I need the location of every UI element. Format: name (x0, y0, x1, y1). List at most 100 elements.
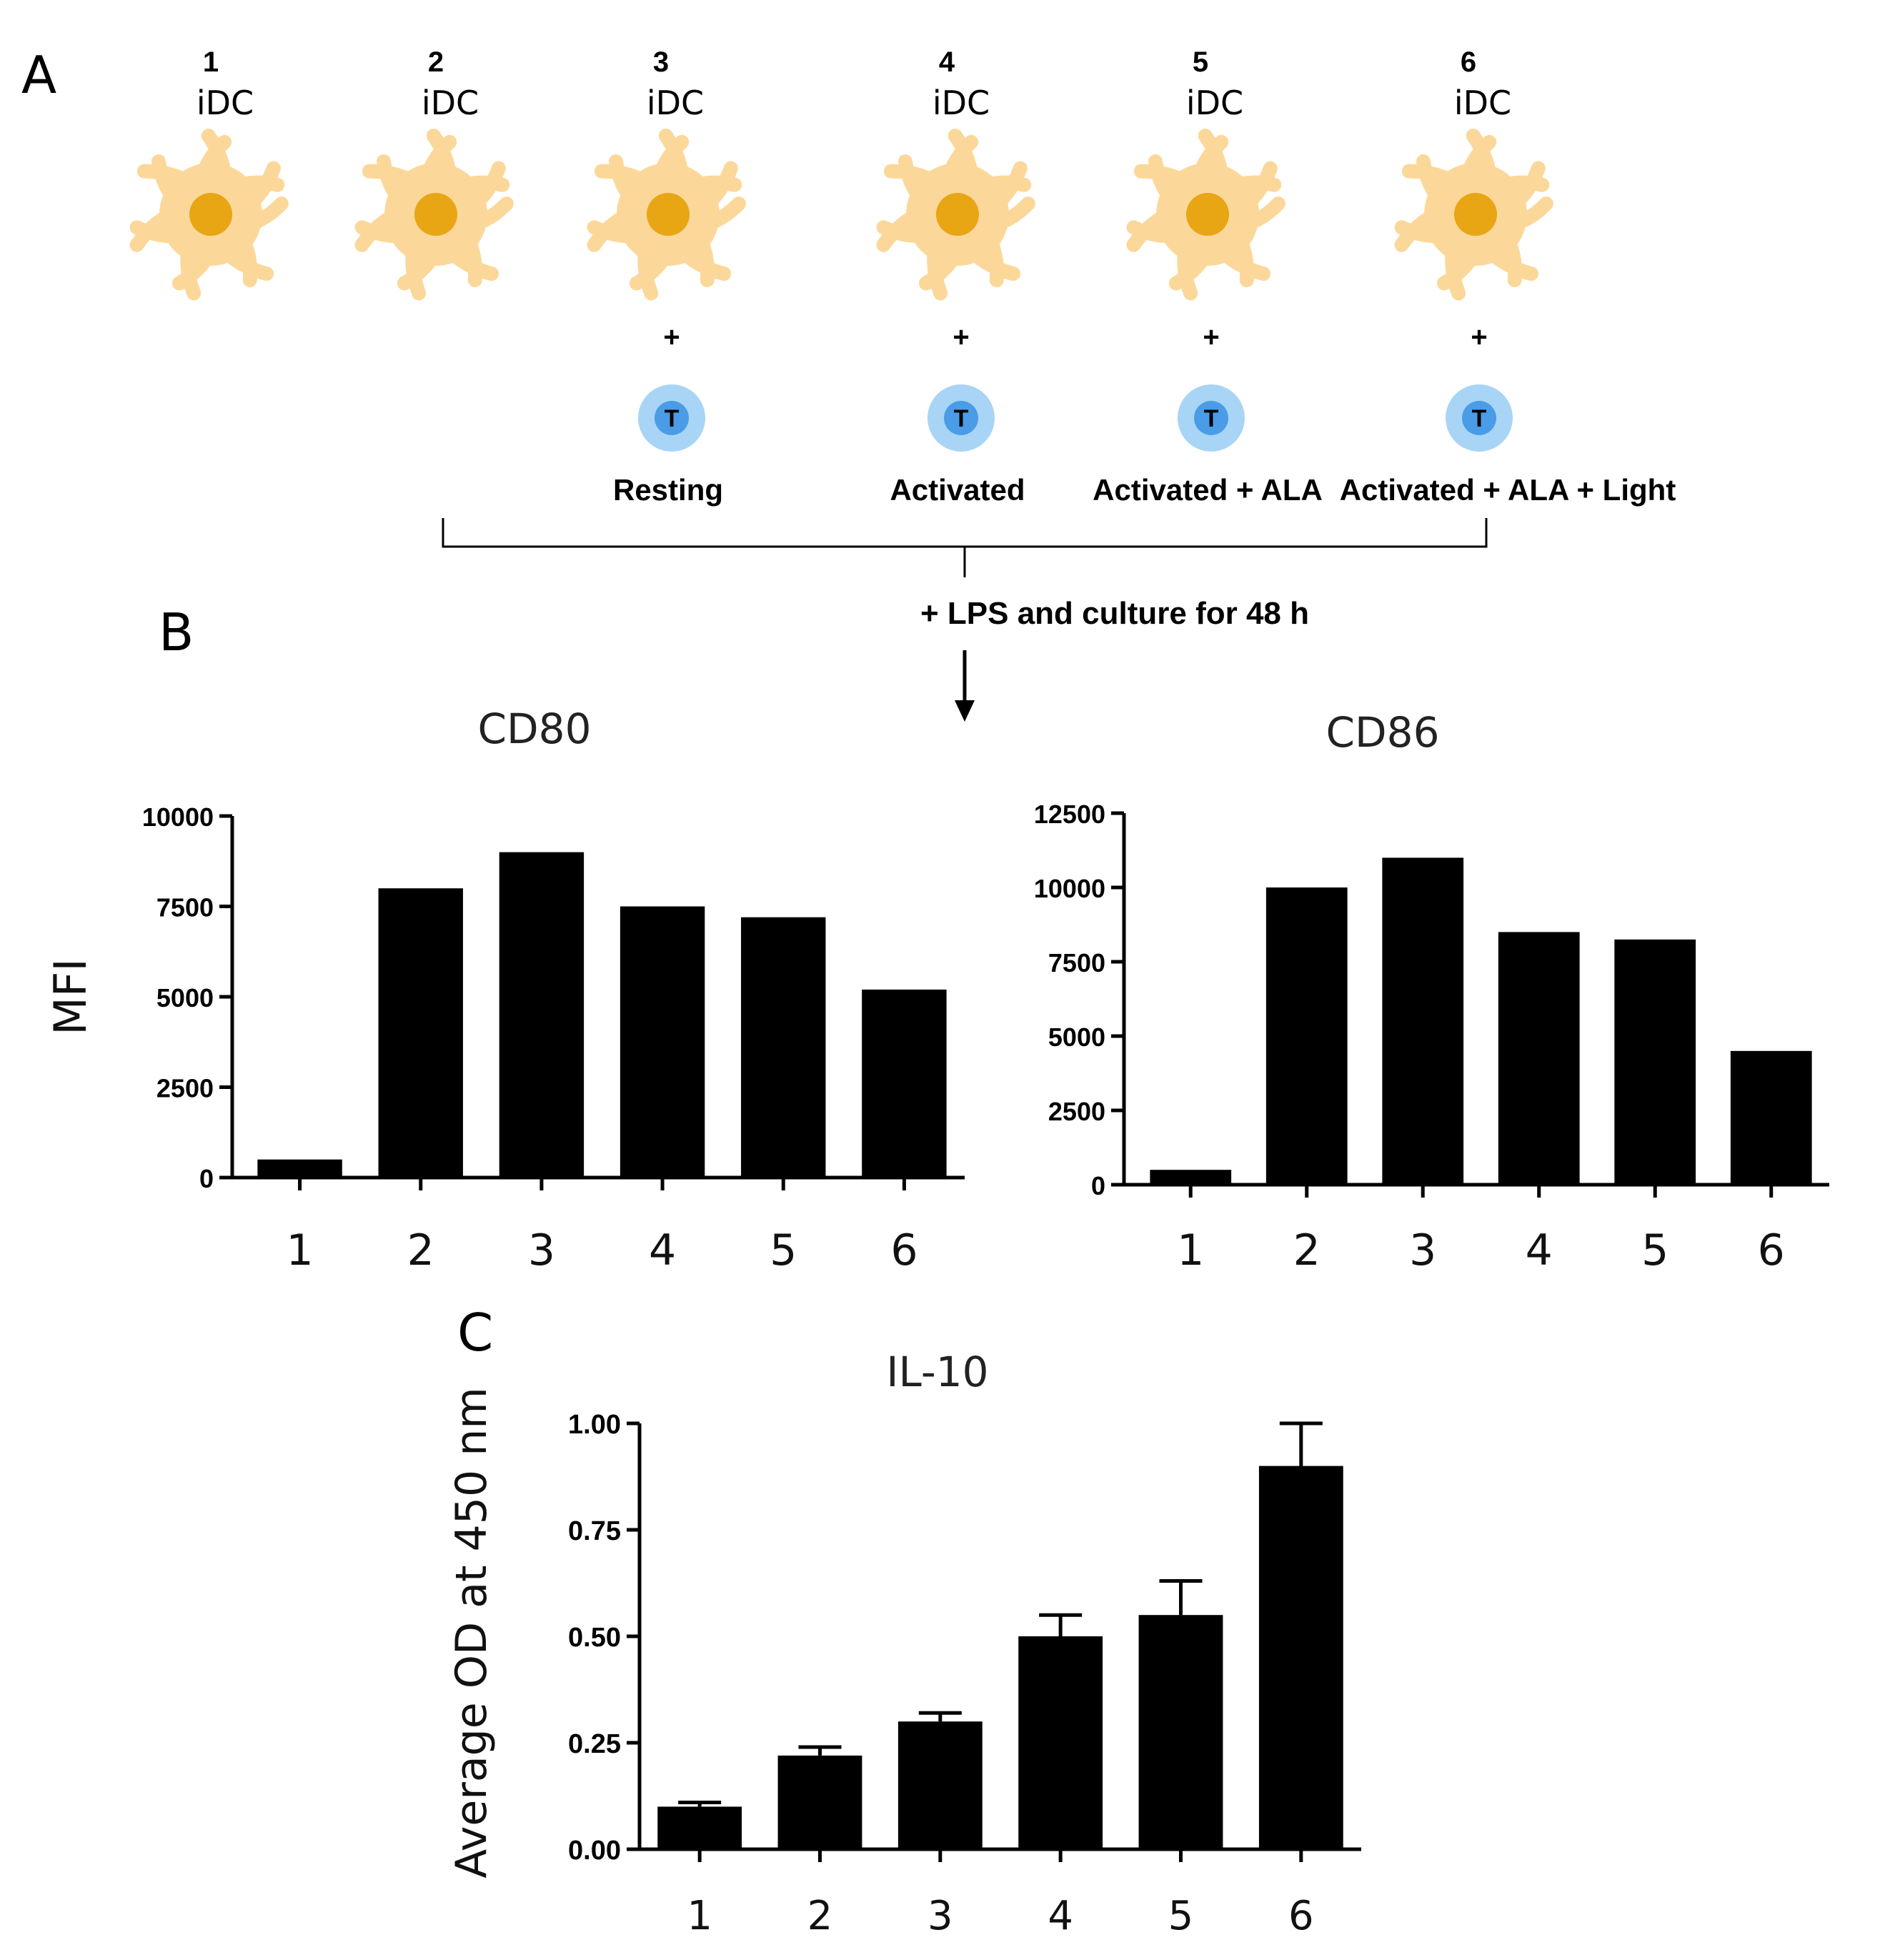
idc-label: iDC (1454, 84, 1511, 122)
bar-3 (499, 852, 585, 1178)
y-tick-label: 0.25 (568, 1729, 621, 1759)
y-tick-label: 0.00 (568, 1836, 621, 1866)
dendritic-cell-icon (1126, 129, 1285, 301)
t-cell-icon: T (638, 384, 705, 452)
dendritic-cell-icon (354, 129, 514, 301)
t-cell-icon: T (1446, 384, 1513, 452)
group-1: 1 iDC (129, 46, 289, 301)
dendritic-cell-icon (129, 129, 289, 301)
y-tick-label: 10000 (142, 802, 214, 832)
group-number: 1 (203, 46, 219, 78)
bar-5 (1614, 939, 1696, 1185)
nucleus (1186, 193, 1229, 236)
y-tick-label: 10000 (1034, 874, 1105, 903)
group-number: 6 (1461, 46, 1476, 78)
t-cell-letter: T (954, 405, 969, 432)
condition-label: Activated + ALA (1093, 473, 1323, 507)
idc-label: iDC (1186, 84, 1243, 122)
x-tick-label: 4 (1526, 1225, 1553, 1275)
group-number: 4 (939, 46, 955, 78)
cd80-chart: CD80 MFI 0 2500 5000 7500 10000 1 2 3 4 5 6 (44, 705, 965, 1275)
panel-label-c: C (457, 1303, 493, 1363)
idc-label: iDC (647, 84, 704, 122)
bar-6 (862, 989, 947, 1178)
x-tick-label: 5 (1168, 1893, 1194, 1939)
group-number: 2 (428, 46, 444, 78)
nucleus (1454, 193, 1497, 236)
down-arrow-icon (955, 700, 975, 722)
idc-label: iDC (197, 84, 254, 122)
bar-1 (657, 1806, 742, 1849)
bar-2 (378, 888, 463, 1178)
condition-label: Resting (613, 473, 723, 507)
group-number: 5 (1193, 46, 1208, 78)
t-cell-letter: T (1204, 405, 1219, 432)
bar-2 (777, 1755, 862, 1849)
x-tick-label: 2 (807, 1893, 833, 1939)
dendritic-cell-icon (587, 129, 746, 301)
x-tick-label: 2 (1293, 1225, 1320, 1275)
bar-6 (1730, 1050, 1812, 1185)
y-tick-label: 1.00 (568, 1410, 621, 1440)
il10-chart: IL-10 Average OD at 450 nm 0.00 0.25 0.50 0.7… (447, 1348, 1361, 1939)
bar-3 (897, 1721, 983, 1849)
chart-title: IL-10 (886, 1348, 988, 1396)
plus-sign: + (1471, 322, 1487, 353)
y-tick-label: 0.50 (568, 1623, 621, 1653)
plus-sign: + (663, 322, 680, 353)
bar-5 (1138, 1615, 1223, 1849)
bar-5 (741, 917, 826, 1178)
nucleus (936, 193, 979, 236)
dendritic-cell-icon (876, 129, 1035, 301)
y-tick-label: 7500 (156, 893, 214, 922)
panel-label-a: A (21, 45, 56, 105)
x-tick-label: 5 (770, 1225, 797, 1275)
t-cell-icon: T (1178, 384, 1245, 452)
dendritic-cell-icon (1394, 129, 1553, 301)
bar-4 (620, 906, 705, 1178)
nucleus (189, 193, 232, 236)
group-number: 3 (653, 46, 669, 78)
x-tick-label: 4 (649, 1225, 676, 1275)
bar-2 (1265, 887, 1348, 1185)
y-tick-label: 5000 (156, 983, 214, 1013)
y-tick-label: 0.75 (568, 1516, 621, 1546)
t-cell-letter: T (665, 405, 680, 432)
x-tick-label: 1 (286, 1225, 313, 1275)
chart-title: CD80 (478, 705, 592, 753)
lps-bracket (442, 518, 1488, 577)
panel-a-schematic: 1 iDC 2 iDC 3 iDC + T Resting 4 iDC + T Activated 5 iDC… (129, 46, 1676, 507)
group-6: 6 iDC + T Activated + ALA + Light (1340, 46, 1676, 507)
y-tick-label: 12500 (1034, 800, 1105, 829)
x-tick-label: 6 (890, 1225, 917, 1275)
y-tick-label: 7500 (1048, 948, 1105, 977)
group-2: 2 iDC (354, 46, 514, 301)
nucleus (647, 193, 690, 236)
chart-title: CD86 (1326, 708, 1440, 757)
group-5: 5 iDC + T Activated + ALA (1093, 46, 1323, 507)
x-tick-label: 2 (407, 1225, 434, 1275)
y-tick-label: 0 (199, 1164, 214, 1193)
x-tick-label: 3 (927, 1893, 953, 1939)
bar-1 (257, 1159, 342, 1178)
lps-label: + LPS and culture for 48 h (920, 596, 1309, 631)
y-tick-label: 2500 (156, 1074, 214, 1103)
x-tick-label: 4 (1048, 1893, 1073, 1939)
y-tick-label: 2500 (1048, 1097, 1105, 1126)
idc-label: iDC (932, 84, 990, 122)
y-axis-label: Average OD at 450 nm (447, 1387, 497, 1878)
x-tick-label: 5 (1641, 1225, 1668, 1275)
y-tick-label: 0 (1091, 1171, 1105, 1200)
condition-label: Activated + ALA + Light (1340, 473, 1676, 507)
group-4: 4 iDC + T Activated (876, 46, 1035, 507)
x-tick-label: 3 (1409, 1225, 1436, 1275)
x-tick-label: 1 (687, 1893, 712, 1939)
group-3: 3 iDC + T Resting (587, 46, 746, 507)
condition-label: Activated (890, 473, 1025, 507)
plus-sign: + (1203, 322, 1219, 353)
panel-label-b: B (159, 602, 194, 662)
bar-3 (1382, 857, 1464, 1185)
idc-label: iDC (422, 84, 479, 122)
bar-4 (1018, 1636, 1103, 1849)
